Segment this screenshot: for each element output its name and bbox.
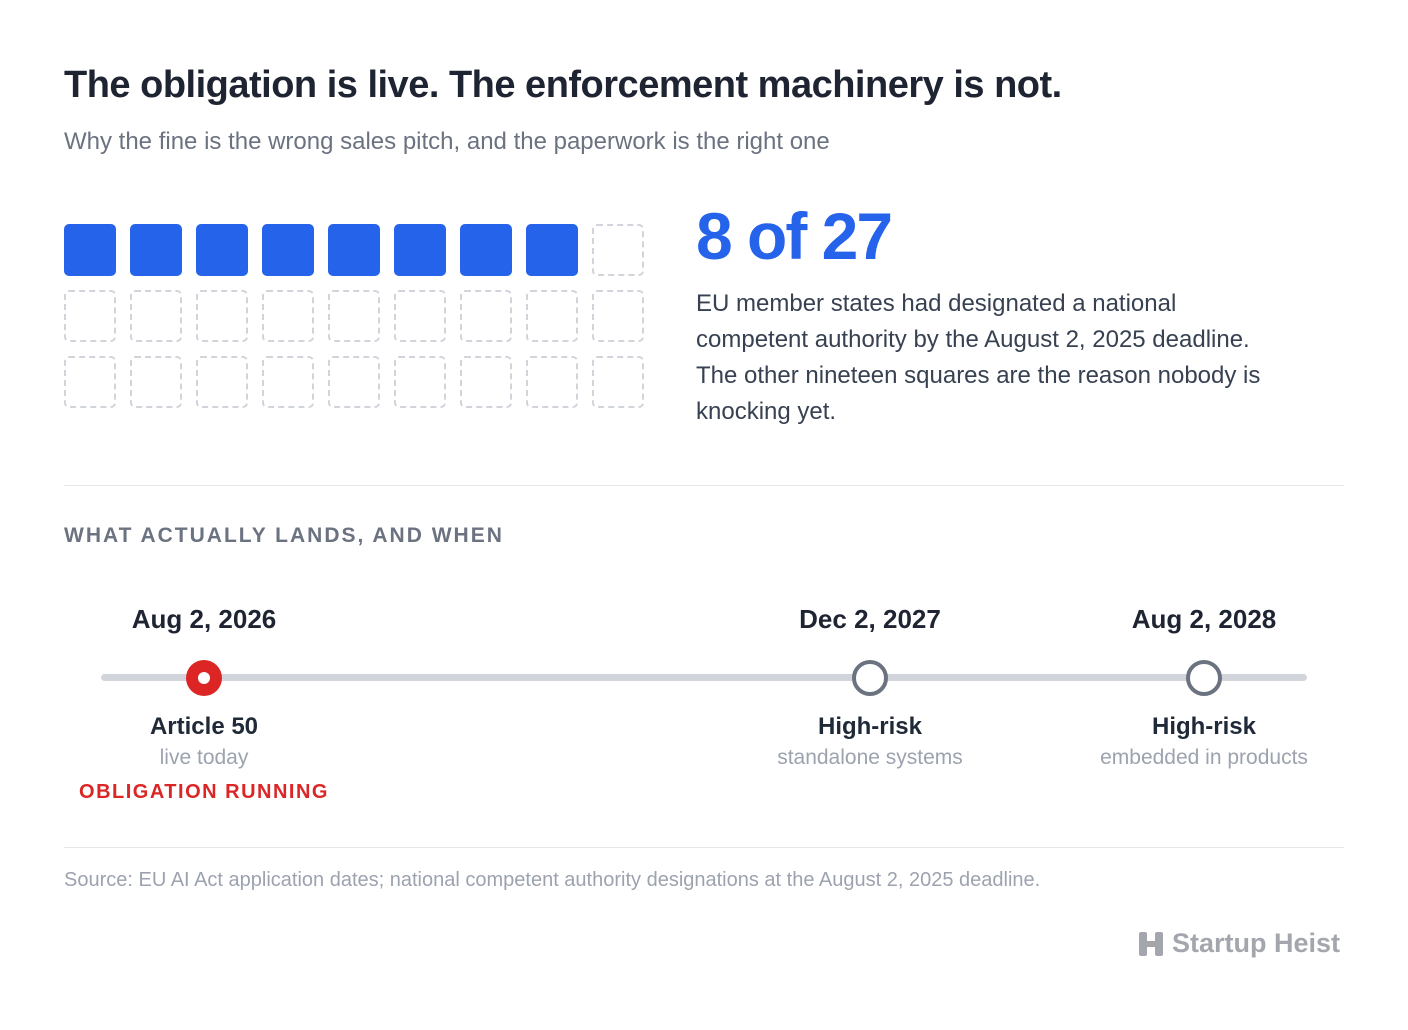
milestone-sublabel: embedded in products [1100, 746, 1308, 769]
waffle-square-empty [526, 356, 578, 408]
milestone-sublabel: standalone systems [777, 746, 963, 769]
waffle-square-filled [64, 224, 116, 276]
milestone-label: High-risk [817, 713, 922, 740]
waffle-square-empty [592, 356, 644, 408]
milestone-date-text: Aug 2, 2026 [131, 604, 277, 634]
waffle-grid [64, 224, 644, 408]
waffle-square-empty [394, 290, 446, 342]
waffle-square-filled [262, 224, 314, 276]
waffle-square-empty [592, 290, 644, 342]
waffle-square-empty [460, 290, 512, 342]
milestone-date-text: Dec 2, 2027 [799, 604, 941, 634]
milestone-date: Dec 2, 2027 [710, 604, 1030, 635]
waffle-square-empty [64, 290, 116, 342]
waffle-square-filled [394, 224, 446, 276]
milestone-marker [852, 660, 888, 696]
milestone-date-text: Aug 2, 2028 [1131, 604, 1277, 634]
timeline-track [101, 674, 1307, 681]
waffle-square-empty [460, 356, 512, 408]
milestone-marker-active [186, 660, 222, 696]
brand-name: Startup Heist [1171, 928, 1340, 958]
marker-core [198, 672, 210, 684]
milestone-status: OBLIGATION RUNNING [79, 781, 329, 803]
page-subtitle: Why the fine is the wrong sales pitch, a… [64, 128, 830, 155]
waffle-square-empty [196, 356, 248, 408]
milestone-labels: Article 50 live today OBLIGATION RUNNING [44, 713, 364, 804]
waffle-square-empty [196, 290, 248, 342]
waffle-square-empty [64, 356, 116, 408]
page-title: The obligation is live. The enforcement … [64, 64, 1062, 106]
waffle-square-empty [394, 356, 446, 408]
milestone-labels: High-risk standalone systems [710, 713, 1030, 770]
milestone-marker [1186, 660, 1222, 696]
waffle-square-empty [592, 224, 644, 276]
milestone-label: Article 50 [149, 713, 259, 740]
waffle-square-filled [328, 224, 380, 276]
waffle-square-empty [526, 290, 578, 342]
waffle-square-empty [262, 290, 314, 342]
waffle-square-empty [262, 356, 314, 408]
waffle-square-filled [196, 224, 248, 276]
stat-description: EU member states had designated a nation… [696, 290, 1261, 425]
milestone-date: Aug 2, 2026 [44, 604, 364, 635]
waffle-square-filled [130, 224, 182, 276]
waffle-square-empty [130, 356, 182, 408]
milestone-date: Aug 2, 2028 [1044, 604, 1364, 635]
waffle-square-filled [460, 224, 512, 276]
divider [64, 847, 1344, 848]
waffle-square-empty [130, 290, 182, 342]
divider [64, 485, 1344, 486]
milestone-sublabel: live today [159, 746, 249, 769]
milestone-label: High-risk [1151, 713, 1256, 740]
timeline-title: WHAT ACTUALLY LANDS, AND WHEN [64, 524, 504, 547]
waffle-square-empty [328, 290, 380, 342]
milestone-labels: High-risk embedded in products [1044, 713, 1364, 770]
waffle-square-filled [526, 224, 578, 276]
source-note: Source: EU AI Act application dates; nat… [64, 869, 1041, 891]
waffle-square-empty [328, 356, 380, 408]
headline-stat: 8 of 27 [696, 199, 893, 273]
h-logo-icon [1138, 931, 1163, 956]
brand-logo: Startup Heist [1138, 928, 1340, 959]
